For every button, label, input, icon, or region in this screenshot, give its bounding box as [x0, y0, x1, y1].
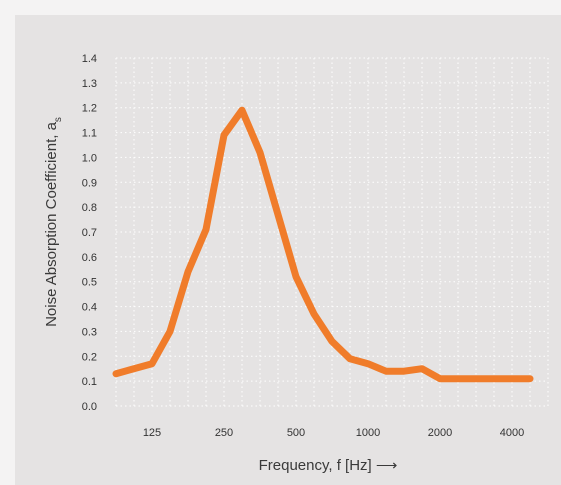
x-tick-label: 500 — [287, 427, 305, 439]
x-tick-label: 1000 — [356, 427, 380, 439]
y-tick-label: 1.1 — [82, 128, 97, 140]
x-tick-labels: 125 250 500 1000 2000 4000 — [143, 427, 524, 439]
y-tick-label: 0.1 — [82, 376, 97, 388]
x-tick-label: 125 — [143, 427, 161, 439]
x-tick-label: 4000 — [500, 427, 524, 439]
y-tick-label: 0.3 — [82, 326, 97, 338]
y-tick-label: 1.4 — [82, 53, 97, 65]
x-tick-label: 2000 — [428, 427, 452, 439]
y-tick-label: 1.3 — [82, 78, 97, 90]
series-group — [112, 106, 534, 383]
y-tick-label: 1.0 — [82, 152, 97, 164]
y-tick-label: 0.2 — [82, 351, 97, 363]
series-line — [112, 106, 534, 383]
y-tick-label: 0.8 — [82, 202, 97, 214]
y-tick-label: 0.7 — [82, 227, 97, 239]
y-tick-label: 0.6 — [82, 252, 97, 264]
y-tick-label: 1.2 — [82, 103, 97, 115]
x-tick-label: 250 — [215, 427, 233, 439]
y-axis-label: Noise Absorption Coefficient, as — [43, 117, 64, 327]
y-tick-label: 0.9 — [82, 177, 97, 189]
y-tick-labels: 0.0 0.1 0.2 0.3 0.4 0.5 0.6 0.7 0.8 0.9 1.0 1.1 1.2 1… — [82, 53, 97, 413]
y-tick-label: 0.0 — [82, 401, 97, 413]
grid — [115, 57, 549, 407]
y-tick-label: 0.4 — [82, 302, 97, 314]
x-axis-label: Frequency, f [Hz] ⟶ — [259, 457, 398, 474]
y-tick-label: 0.5 — [82, 277, 97, 289]
